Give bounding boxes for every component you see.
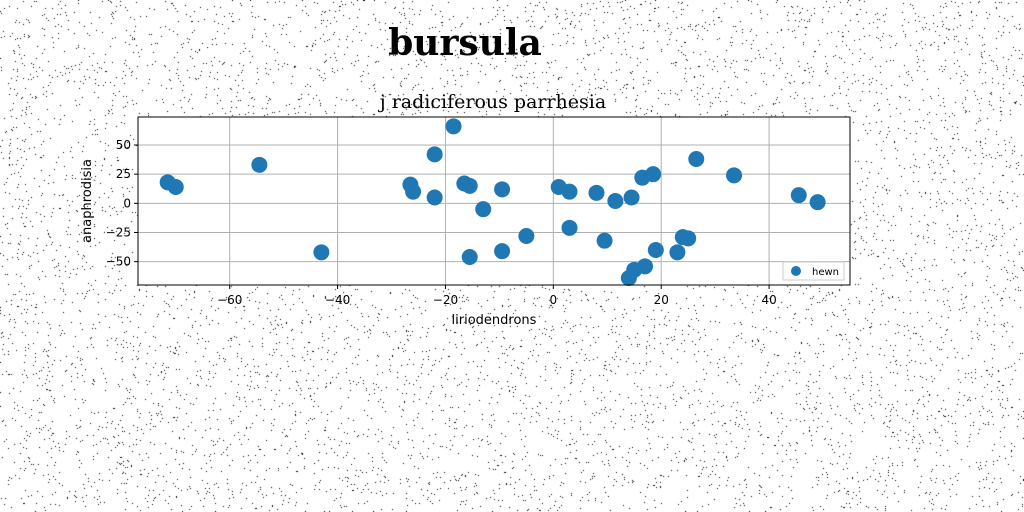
y-tick-label: 0 [123,196,131,210]
data-point [623,189,640,206]
y-tick-label: 50 [116,138,131,152]
chart-title: j radiciferous parrhesia [378,91,606,113]
x-tick-label: −20 [433,293,458,307]
x-axis-label: liriodendrons [452,313,537,328]
plot-frame [137,116,851,286]
data-point [313,244,330,261]
data-point [637,258,654,275]
x-tick-label: −60 [217,293,242,307]
data-point [405,183,422,200]
legend-label: hewn [812,267,839,278]
x-tick-label: −40 [325,293,350,307]
data-point [426,189,443,206]
data-point [426,146,443,163]
data-point [588,184,605,201]
data-point [461,177,478,194]
legend-marker [791,266,801,276]
data-point [680,230,697,247]
data-point [645,166,662,183]
data-point [251,156,268,173]
data-point [494,243,511,260]
x-tick-label: 40 [761,293,776,307]
data-point [561,219,578,236]
data-point [167,179,184,195]
plot-area [138,117,850,285]
data-point [596,232,613,249]
x-axis-ticks: −60 −40 −20 0 20 40 [217,285,777,307]
y-tick-label: −25 [106,226,131,240]
y-tick-label: 25 [116,167,131,181]
grid-lines [138,117,850,285]
data-point [607,193,624,209]
legend-box [782,261,845,281]
data-point [561,183,578,200]
data-point [445,118,462,135]
y-axis-label: anaphrodisia [80,159,95,243]
x-tick-label: 0 [550,293,558,307]
data-point [518,228,535,244]
data-point [726,167,743,184]
page-title: bursula [388,22,542,64]
data-point [669,244,686,261]
legend: hewn [782,261,845,281]
data-point [494,181,511,198]
y-axis-ticks: −50 −25 0 25 50 [106,138,138,269]
data-point [688,151,705,167]
data-point [790,187,807,204]
data-points [159,118,826,286]
y-tick-label: −50 [106,255,131,269]
x-tick-label: 20 [654,293,669,307]
data-point [475,201,492,218]
data-point [461,249,478,265]
data-point [809,194,826,211]
data-point [647,242,664,258]
